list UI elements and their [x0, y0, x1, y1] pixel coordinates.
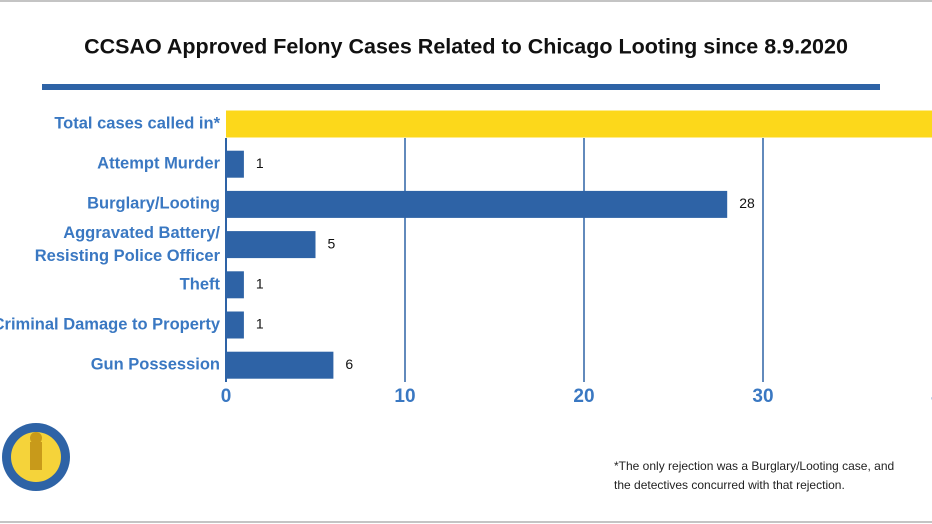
x-tick-label: 30	[752, 386, 773, 407]
value-label: 1	[256, 155, 264, 171]
chart-title: CCSAO Approved Felony Cases Related to C…	[84, 35, 848, 59]
bar	[226, 311, 244, 339]
footnote: the detectives concurred with that rejec…	[614, 478, 845, 492]
logo	[2, 423, 70, 491]
category-label: Criminal Damage to Property	[0, 315, 220, 334]
value-label: 6	[345, 356, 353, 372]
footnote: *The only rejection was a Burglary/Looti…	[614, 459, 894, 473]
bar	[226, 150, 244, 178]
title-rule	[42, 84, 880, 90]
category-label: Aggravated Battery/ Resisting Police Off…	[34, 223, 220, 265]
category-label: Total cases called in*	[54, 114, 220, 133]
x-tick-label: 0	[221, 386, 232, 407]
x-tick-label: 20	[573, 386, 594, 407]
x-tick-label: 10	[394, 386, 415, 407]
value-label: 5	[328, 235, 336, 251]
bar	[226, 271, 244, 299]
category-label: Burglary/Looting	[87, 194, 220, 213]
value-label: 1	[256, 316, 264, 332]
bar	[226, 190, 728, 218]
bar	[226, 351, 334, 379]
category-label: Theft	[179, 275, 220, 294]
value-label: 1	[256, 276, 264, 292]
category-label: Gun Possession	[90, 355, 220, 374]
category-label: Attempt Murder	[97, 154, 220, 173]
bar	[226, 231, 316, 259]
bar	[226, 110, 932, 138]
value-label: 28	[739, 195, 755, 211]
